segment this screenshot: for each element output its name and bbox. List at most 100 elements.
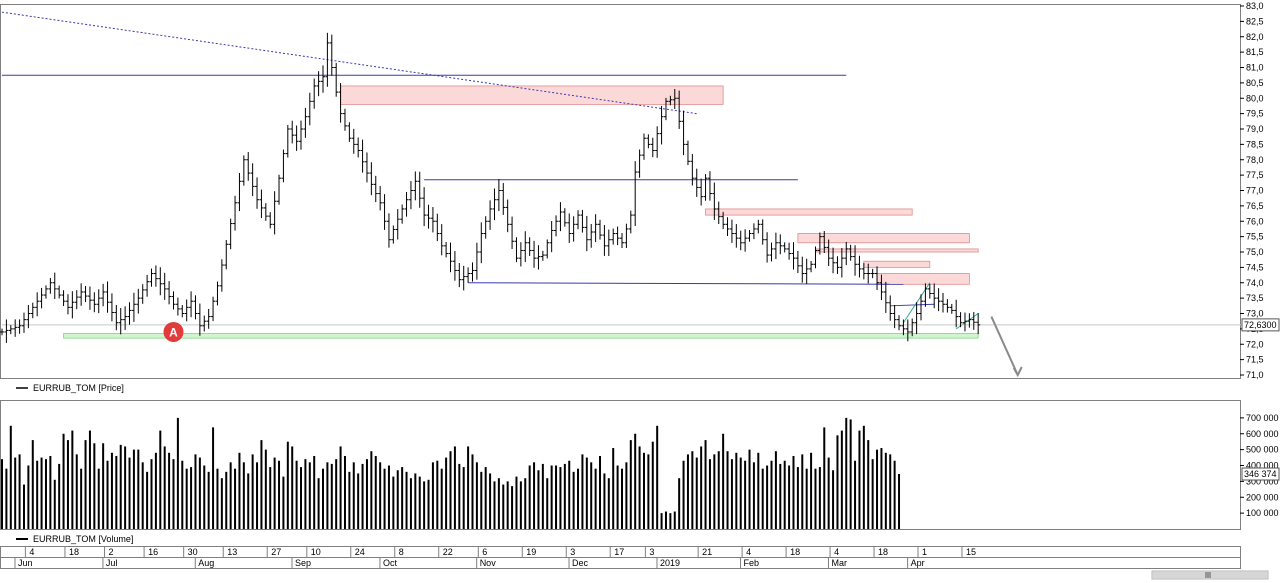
zone-6[interactable]	[63, 333, 979, 339]
volume-bar	[269, 467, 272, 529]
price-bar	[857, 255, 862, 278]
price-bar	[281, 149, 286, 183]
price-bar	[184, 299, 189, 322]
volume-bar	[704, 440, 707, 529]
volume-bar	[234, 468, 237, 529]
price-bar	[659, 105, 664, 145]
day-tick-label: 18	[69, 547, 79, 557]
price-bar	[233, 195, 238, 231]
volume-bar	[194, 454, 197, 529]
price-bar	[800, 256, 805, 283]
price-bar	[839, 248, 844, 278]
price-panel[interactable]	[0, 4, 1241, 379]
volume-bar	[229, 462, 232, 529]
volume-bar	[401, 467, 404, 529]
volume-bar	[788, 465, 791, 529]
price-bar	[598, 219, 603, 240]
price-bar	[690, 154, 695, 186]
price-bar	[738, 230, 743, 251]
volume-bar	[115, 455, 118, 529]
price-bar	[83, 285, 88, 303]
price-bar	[606, 229, 611, 257]
volume-bar	[176, 417, 179, 529]
price-bar	[175, 297, 180, 316]
volume-bar	[810, 452, 813, 529]
price-bar	[466, 267, 471, 283]
price-bar	[668, 95, 673, 106]
price-bar	[364, 152, 369, 183]
volume-bar	[383, 468, 386, 529]
zone-1[interactable]	[705, 208, 913, 216]
price-bar	[0, 328, 4, 336]
volume-bar	[766, 465, 769, 529]
price-bar	[883, 281, 888, 313]
price-bar	[320, 65, 325, 93]
volume-bar	[387, 465, 390, 529]
price-bar	[716, 201, 721, 224]
volume-bar	[695, 457, 698, 529]
volume-bar	[119, 444, 122, 529]
zone-3[interactable]	[815, 248, 979, 253]
price-bar	[307, 92, 312, 126]
volume-bar	[757, 452, 760, 529]
volume-bar	[533, 462, 536, 529]
volume-bar	[49, 455, 52, 529]
volume-bar	[36, 460, 39, 529]
price-bar	[540, 250, 545, 261]
volume-bar	[458, 463, 461, 529]
price-bar	[765, 232, 770, 263]
price-bar	[338, 83, 343, 123]
trend-line-4[interactable]	[890, 303, 935, 307]
price-bar	[510, 216, 515, 249]
volume-bar	[524, 478, 527, 529]
price-bar	[787, 242, 792, 260]
price-bar	[923, 283, 928, 307]
volume-bar	[326, 462, 329, 529]
price-bar	[215, 281, 220, 306]
price-bar	[734, 224, 739, 248]
volume-bar	[871, 459, 874, 529]
day-tick-label: 4	[746, 547, 751, 557]
projection-arrow[interactable]	[990, 316, 1019, 376]
volume-bar	[471, 454, 474, 529]
volume-bar	[53, 479, 56, 529]
volume-bar	[726, 451, 729, 529]
price-bar	[549, 221, 554, 253]
price-bar	[949, 303, 954, 314]
price-bar	[439, 224, 444, 256]
price-bar	[663, 97, 668, 121]
volume-bar	[168, 452, 171, 529]
volume-bar	[18, 454, 21, 529]
price-bar	[650, 137, 655, 158]
volume-bar	[559, 467, 562, 529]
volume-bar	[638, 446, 641, 529]
price-bar	[641, 133, 646, 160]
volume-bar	[264, 449, 267, 529]
volume-bar	[361, 463, 364, 529]
price-bar	[962, 312, 967, 332]
trend-line-2[interactable]	[468, 282, 904, 285]
volume-bar	[669, 513, 672, 529]
price-bar	[162, 272, 167, 300]
volume-legend-label: EURRUB_TOM [Volume]	[33, 534, 133, 544]
zone-2[interactable]	[797, 233, 970, 244]
volume-bar	[238, 452, 241, 529]
price-bar	[536, 245, 541, 270]
trend-line-3[interactable]	[1, 11, 697, 115]
price-bar	[17, 319, 22, 334]
volume-bar	[673, 511, 676, 529]
price-tick-label: 75,5	[1246, 232, 1264, 242]
volume-bar	[528, 465, 531, 529]
price-bar	[567, 213, 572, 243]
volume-bar	[198, 457, 201, 529]
zone-4[interactable]	[863, 260, 931, 268]
trend-line-6[interactable]	[955, 313, 979, 330]
volume-bar	[348, 471, 351, 529]
volume-bar	[313, 455, 316, 529]
volume-panel[interactable]	[0, 400, 1241, 530]
price-bar	[584, 215, 589, 252]
marker-a[interactable]	[163, 321, 184, 342]
zone-5[interactable]	[876, 273, 970, 285]
price-bar	[637, 149, 642, 178]
